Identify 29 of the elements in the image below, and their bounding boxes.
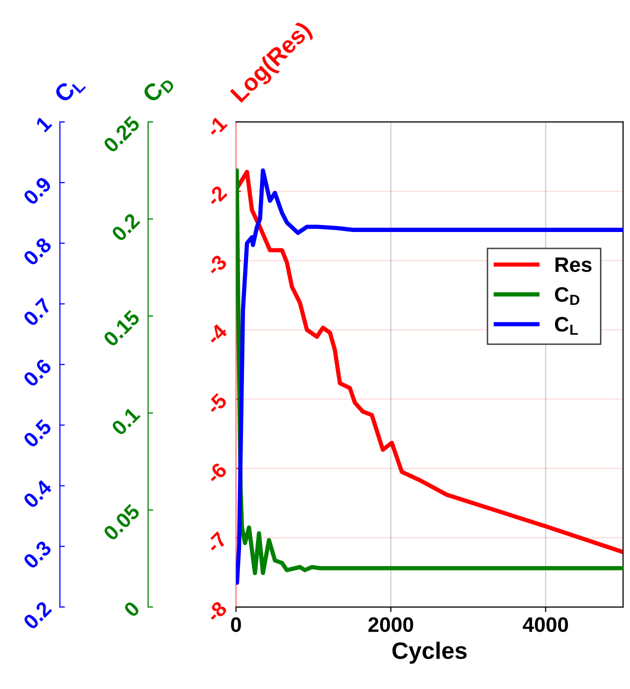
y3-tick-label: 0.4 xyxy=(22,478,53,509)
y3-tick-label: 1 xyxy=(35,115,52,132)
x-axis-title: Cycles xyxy=(392,642,467,664)
x-tick-label: 2000 xyxy=(368,617,414,632)
x-tick-label: 0 xyxy=(231,617,241,632)
y-tick-label: -5 xyxy=(205,392,228,415)
x-tick-label: 4000 xyxy=(522,617,568,632)
legend-label: C$_{D}$ xyxy=(554,287,580,305)
y2-axis-title: C$_{D}$ xyxy=(141,72,176,106)
y3-tick-label: 0.6 xyxy=(22,358,52,388)
y3-tick-label: 0.3 xyxy=(22,540,52,570)
y3-tick-label: 0.2 xyxy=(22,600,52,630)
y-tick-label: -8 xyxy=(205,600,228,623)
y-tick-label: -4 xyxy=(205,322,228,346)
y-tick-label: -3 xyxy=(205,254,228,276)
y3-tick-label: 0.5 xyxy=(22,418,52,448)
y-tick-label: -1 xyxy=(205,115,228,138)
y3-axis-title: C$_{L}$ xyxy=(53,73,86,106)
y2-tick-label: 0.1 xyxy=(110,406,141,436)
y3-tick-label: 0.7 xyxy=(22,297,52,328)
y3-tick-label: 0.9 xyxy=(22,176,52,206)
y2-tick-label: 0.2 xyxy=(110,212,140,242)
y-tick-label: -7 xyxy=(205,531,228,554)
y2-tick-label: 0 xyxy=(123,600,140,618)
y-tick-label: -2 xyxy=(205,184,228,207)
y-tick-label: -6 xyxy=(205,462,228,484)
legend-label: Res xyxy=(556,257,592,272)
y3-tick-label: 0.8 xyxy=(22,236,52,266)
legend-label: C$_{L}$ xyxy=(554,316,578,335)
